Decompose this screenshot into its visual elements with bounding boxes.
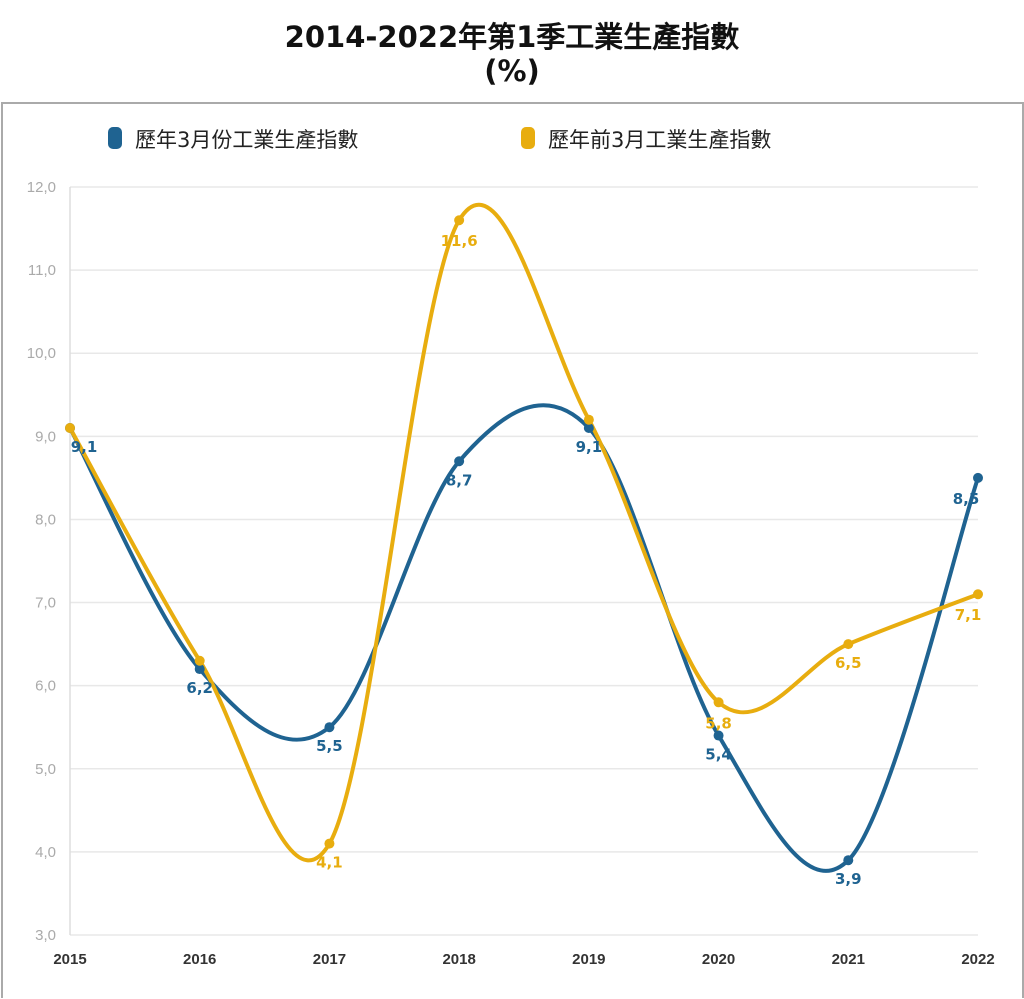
data-point [713, 697, 724, 708]
x-tick-label: 2020 [702, 951, 735, 968]
x-tick-label: 2016 [183, 951, 216, 968]
y-tick-label: 11,0 [28, 262, 56, 279]
x-tick-label: 2018 [442, 951, 475, 968]
y-tick-label: 9,0 [35, 428, 56, 445]
data-point [713, 730, 724, 741]
x-tick-label: 2017 [313, 951, 346, 968]
data-point [973, 589, 983, 600]
y-tick-label: 7,0 [35, 595, 56, 612]
y-tick-label: 4,0 [35, 844, 56, 861]
data-label: 7,1 [955, 606, 982, 624]
data-point [843, 855, 854, 866]
x-tick-label: 2021 [832, 951, 865, 968]
y-tick-label: 6,0 [35, 678, 56, 695]
chart-title: 2014-2022年第1季工業生產指數 [284, 20, 740, 54]
data-point [324, 722, 335, 733]
y-tick-label: 5,0 [35, 761, 56, 778]
y-tick-label: 3,0 [35, 927, 56, 944]
data-label: 8,7 [446, 471, 473, 489]
data-label: 4,1 [316, 854, 343, 872]
data-label: 5,5 [316, 737, 343, 755]
x-tick-label: 2022 [961, 951, 994, 968]
data-point [843, 639, 854, 650]
data-label: 11,6 [441, 232, 478, 250]
chart-frame [1, 102, 1024, 998]
data-label: 6,2 [186, 679, 213, 697]
data-label: 3,9 [835, 870, 862, 888]
data-point [194, 664, 205, 675]
y-tick-label: 12,0 [27, 179, 56, 196]
data-point [454, 215, 465, 226]
legend-marker [521, 127, 535, 149]
data-label: 9,1 [71, 438, 98, 456]
x-tick-label: 2015 [53, 951, 86, 968]
legend-label: 歷年前3月工業生產指數 [548, 128, 771, 152]
series-line-1 [68, 403, 980, 873]
y-tick-label: 8,0 [35, 511, 56, 528]
y-tick-label: 10,0 [27, 345, 56, 362]
data-label: 5,8 [705, 714, 732, 732]
data-label: 6,5 [835, 654, 862, 672]
data-point [583, 414, 594, 425]
data-point [194, 655, 205, 666]
data-label: 5,4 [705, 746, 732, 764]
legend-marker [108, 127, 122, 149]
series-line-2 [68, 202, 979, 863]
data-point [583, 423, 594, 434]
data-label: 8,5 [953, 490, 980, 508]
data-label: 9,1 [576, 438, 603, 456]
x-tick-label: 2019 [572, 951, 605, 968]
chart-subtitle: (%) [484, 54, 540, 88]
data-point [973, 472, 983, 483]
legend-label: 歷年3月份工業生產指數 [135, 128, 358, 152]
data-point [65, 423, 75, 434]
data-point [324, 838, 335, 849]
data-point [454, 456, 465, 467]
